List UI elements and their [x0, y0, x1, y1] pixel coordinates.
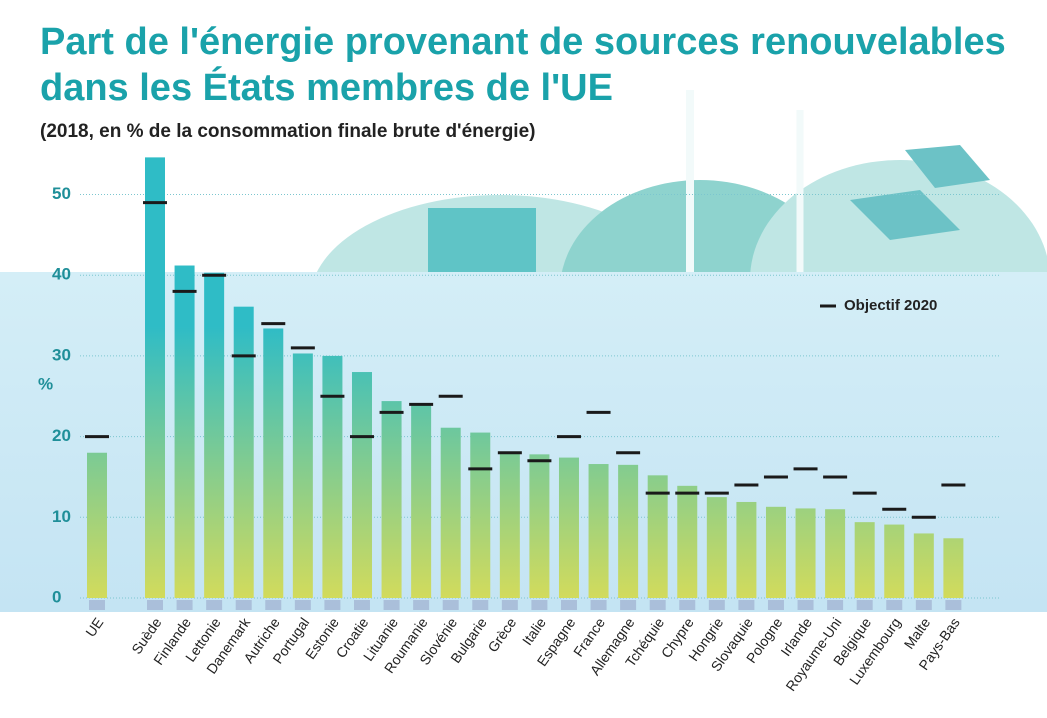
- chart-subtitle: (2018, en % de la consommation finale br…: [40, 121, 535, 142]
- flag: [502, 600, 518, 610]
- flag: [177, 600, 193, 610]
- y-axis-label: %: [38, 374, 53, 393]
- flag: [738, 600, 754, 610]
- flag: [827, 600, 843, 610]
- bar: [884, 525, 904, 598]
- chart: Part de l'énergie provenant de sources r…: [0, 0, 1047, 713]
- bar: [87, 453, 107, 598]
- flag: [472, 600, 488, 610]
- y-tick-label: 40: [52, 265, 71, 284]
- flag: [768, 600, 784, 610]
- bar: [352, 372, 372, 598]
- bar: [204, 273, 224, 598]
- flag: [945, 600, 961, 610]
- bar: [766, 507, 786, 598]
- bar: [529, 454, 549, 598]
- flag: [857, 600, 873, 610]
- flag: [89, 600, 105, 610]
- chart-title: Part de l'énergie provenant de sources r…: [40, 21, 1006, 63]
- bar: [470, 433, 490, 598]
- y-tick-label: 50: [52, 184, 71, 203]
- bar: [855, 522, 875, 598]
- bar: [441, 428, 461, 598]
- bar: [736, 502, 756, 598]
- y-tick-label: 30: [52, 345, 71, 364]
- y-tick-label: 0: [52, 587, 61, 606]
- bar: [589, 464, 609, 598]
- flag: [384, 600, 400, 610]
- bar: [677, 486, 697, 598]
- y-tick-label: 20: [52, 426, 71, 445]
- bar: [175, 266, 195, 598]
- bar: [145, 157, 165, 598]
- bar: [293, 353, 313, 598]
- bar: [322, 356, 342, 598]
- x-tick-label: UE: [82, 615, 106, 640]
- flag: [295, 600, 311, 610]
- bar: [559, 458, 579, 598]
- bar: [618, 465, 638, 598]
- flag: [265, 600, 281, 610]
- flag: [354, 600, 370, 610]
- flag: [236, 600, 252, 610]
- flag: [324, 600, 340, 610]
- flag: [886, 600, 902, 610]
- bar: [382, 401, 402, 598]
- flag: [591, 600, 607, 610]
- x-tick-label: Grèce: [484, 614, 519, 655]
- y-tick-label: 10: [52, 507, 71, 526]
- flag: [709, 600, 725, 610]
- bar: [943, 538, 963, 598]
- flag: [531, 600, 547, 610]
- bar: [707, 497, 727, 598]
- flag: [413, 600, 429, 610]
- flag: [650, 600, 666, 610]
- flag: [679, 600, 695, 610]
- bar: [914, 533, 934, 598]
- legend-label: Objectif 2020: [844, 297, 937, 314]
- bar: [234, 307, 254, 598]
- bar: [411, 405, 431, 598]
- flag: [206, 600, 222, 610]
- bar: [796, 508, 816, 598]
- chart-title: dans les États membres de l'UE: [40, 65, 613, 109]
- bar: [500, 453, 520, 598]
- flag: [916, 600, 932, 610]
- flag: [561, 600, 577, 610]
- bar: [263, 328, 283, 598]
- flag: [147, 600, 163, 610]
- flag: [798, 600, 814, 610]
- bar: [825, 509, 845, 598]
- flag: [620, 600, 636, 610]
- flag: [443, 600, 459, 610]
